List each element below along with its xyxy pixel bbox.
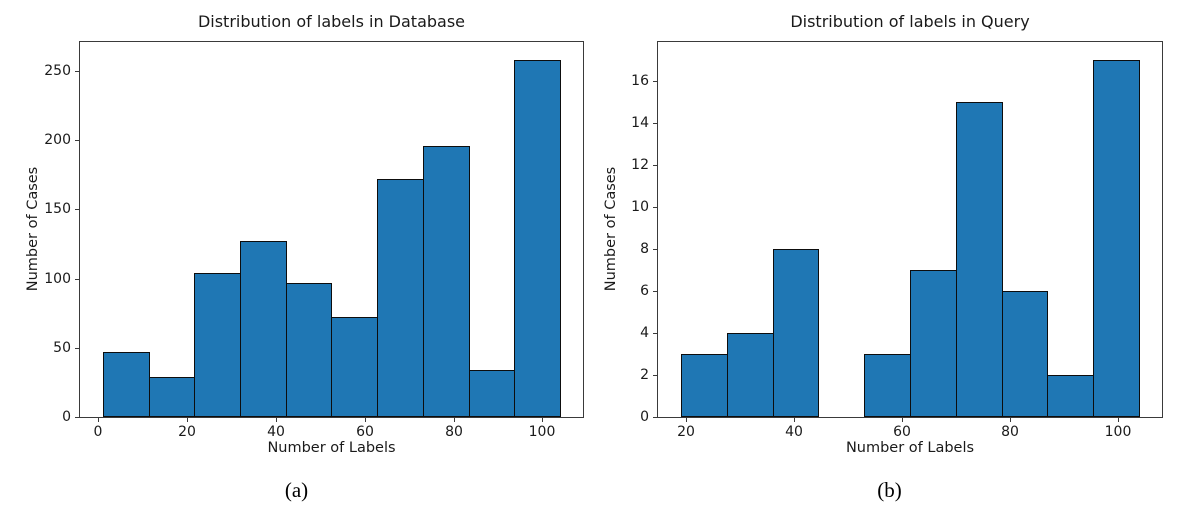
x-tick-mark [187, 418, 188, 422]
y-tick-mark [75, 140, 79, 141]
y-tick-mark [75, 417, 79, 418]
x-tick-label: 80 [445, 424, 463, 440]
y-tick-mark [653, 165, 657, 166]
y-tick-label: 16 [631, 73, 649, 89]
histogram-bar [1093, 60, 1140, 417]
x-tick-label: 60 [893, 424, 911, 440]
histogram-bar [331, 317, 378, 417]
y-axis-label: Number of Cases [25, 166, 41, 291]
histogram-bar [514, 60, 561, 417]
y-tick-mark [75, 71, 79, 72]
y-tick-mark [653, 333, 657, 334]
x-tick-label: 0 [93, 424, 103, 440]
x-tick-label: 20 [677, 424, 695, 440]
x-tick-mark [276, 418, 277, 422]
x-tick-mark [98, 418, 99, 422]
histogram-bar [469, 370, 515, 417]
y-tick-label: 150 [44, 201, 71, 217]
y-tick-label: 4 [640, 325, 649, 341]
subfigure-caption-b: (b) [877, 478, 902, 502]
histogram-bar [240, 241, 287, 417]
y-tick-label: 2 [640, 367, 649, 383]
y-tick-label: 100 [44, 271, 71, 287]
histogram-bar [1002, 291, 1048, 417]
y-tick-label: 200 [44, 132, 71, 148]
x-axis-label: Number of Labels [267, 440, 396, 456]
x-tick-label: 40 [267, 424, 285, 440]
x-tick-label: 20 [178, 424, 196, 440]
plot-area [657, 41, 1163, 418]
y-tick-mark [653, 207, 657, 208]
x-tick-label: 80 [1001, 424, 1019, 440]
y-tick-label: 6 [640, 283, 649, 299]
histogram-bar [864, 354, 911, 417]
y-tick-label: 10 [631, 199, 649, 215]
x-tick-mark [542, 418, 543, 422]
y-tick-label: 12 [631, 157, 649, 173]
y-tick-mark [75, 348, 79, 349]
y-tick-label: 8 [640, 241, 649, 257]
x-tick-label: 40 [785, 424, 803, 440]
chart-title: Distribution of labels in Query [790, 12, 1030, 31]
y-tick-mark [653, 291, 657, 292]
x-tick-mark [365, 418, 366, 422]
chart-title: Distribution of labels in Database [197, 12, 466, 31]
x-tick-label: 60 [356, 424, 374, 440]
histogram-bar [910, 270, 957, 417]
x-tick-mark [1118, 418, 1119, 422]
histogram-bar [149, 377, 195, 417]
y-tick-mark [653, 417, 657, 418]
y-tick-mark [653, 123, 657, 124]
y-tick-label: 50 [53, 340, 71, 356]
x-tick-label: 100 [1104, 424, 1132, 440]
subplot-query: Distribution of labels in Query Number o… [593, 0, 1186, 521]
x-axis-label: Number of Labels [845, 440, 975, 456]
subfigure-caption-a: (a) [284, 478, 309, 502]
y-tick-label: 14 [631, 115, 649, 131]
x-tick-mark [1010, 418, 1011, 422]
y-tick-mark [75, 279, 79, 280]
plot-area [79, 41, 584, 418]
y-tick-label: 250 [44, 63, 71, 79]
y-tick-mark [653, 81, 657, 82]
y-tick-label: 0 [62, 409, 71, 425]
subplot-database: Distribution of labels in Database Numbe… [25, 12, 584, 502]
histogram-bar [286, 283, 332, 417]
histogram-bar [681, 354, 728, 417]
x-tick-mark [454, 418, 455, 422]
histogram-bar [423, 146, 470, 417]
histogram-bar [377, 179, 424, 417]
histogram-bar [1047, 375, 1094, 417]
y-tick-mark [75, 209, 79, 210]
histogram-bar [956, 102, 1003, 417]
y-axis-label: Number of Cases [603, 166, 619, 291]
histogram-bar [773, 249, 819, 417]
x-tick-label: 100 [528, 424, 556, 440]
histogram-bar [194, 273, 241, 417]
y-tick-label: 0 [640, 409, 649, 425]
histogram-bar [727, 333, 774, 417]
y-tick-mark [653, 375, 657, 376]
x-tick-mark [686, 418, 687, 422]
histogram-bar [103, 352, 150, 417]
x-tick-mark [794, 418, 795, 422]
y-tick-mark [653, 249, 657, 250]
x-tick-mark [902, 418, 903, 422]
